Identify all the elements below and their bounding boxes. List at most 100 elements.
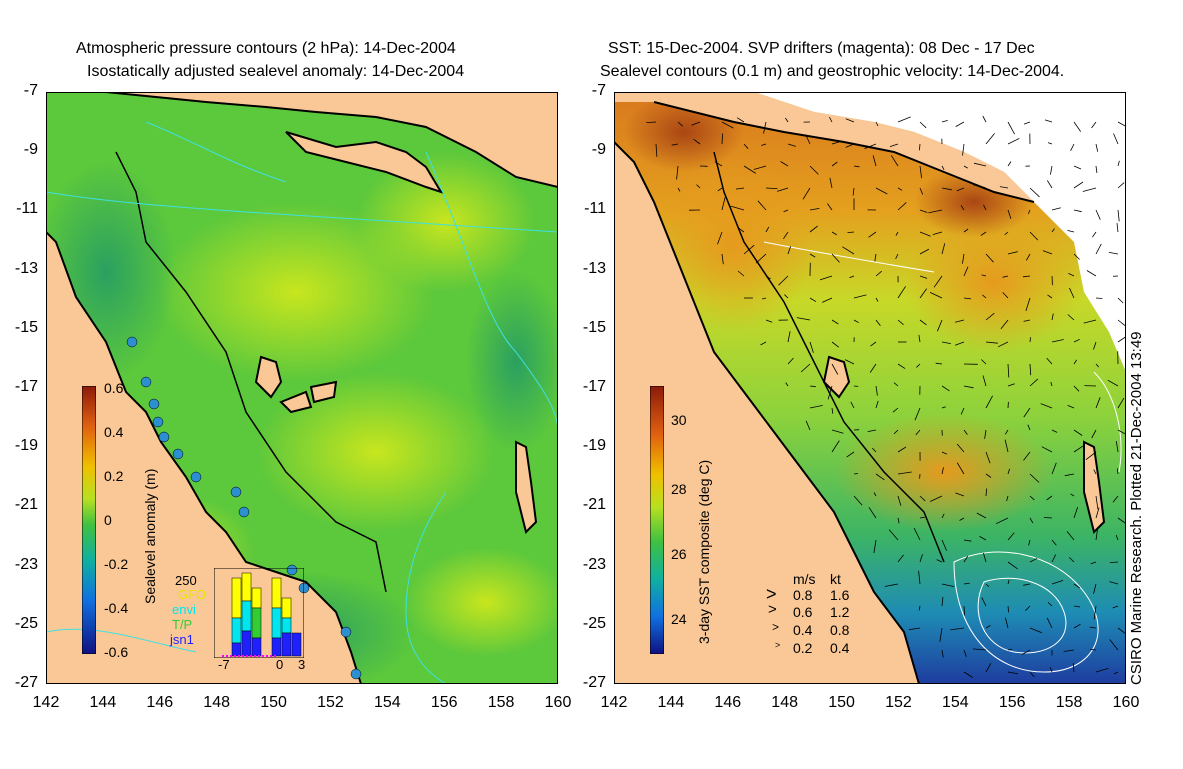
velocity-vector — [787, 246, 791, 255]
velocity-vector — [956, 462, 965, 475]
velocity-vector — [1085, 451, 1097, 461]
sealevel-tick-1: 0.4 — [104, 424, 124, 440]
velocity-vector — [954, 319, 965, 323]
velocity-vector — [1095, 363, 1100, 368]
x-tick-label: 158 — [487, 694, 515, 711]
velocity-vector — [983, 552, 987, 563]
velocity-vector — [868, 507, 877, 519]
velocity-vector — [875, 385, 878, 396]
inset-legend-gfo: GFO — [178, 587, 207, 602]
velocity-vector — [693, 138, 701, 145]
tide-gauge-marker — [350, 668, 362, 680]
velocity-vector — [1006, 495, 1009, 502]
velocity-vector — [1007, 209, 1012, 219]
velocity-vector — [1029, 671, 1035, 678]
velocity-vector — [1069, 287, 1075, 299]
x-tick-label: 156 — [430, 694, 458, 711]
velocity-vector — [928, 209, 943, 214]
australia-landmass — [614, 142, 919, 684]
velocity-vector — [677, 187, 681, 192]
velocity-vector — [1027, 424, 1031, 431]
velocity-vector — [827, 203, 833, 211]
velocity-vector — [1073, 253, 1080, 260]
velocity-vector — [1115, 534, 1119, 541]
geostrophic-velocity-vectors — [646, 115, 1126, 678]
velocity-vector — [717, 231, 723, 245]
velocity-vector — [956, 443, 965, 453]
velocity-vector — [736, 117, 745, 123]
pressure-contour — [405, 491, 447, 684]
tide-gauge-marker — [126, 336, 138, 348]
tide-gauge-marker — [340, 626, 352, 638]
island — [285, 131, 444, 194]
velocity-vector — [714, 161, 723, 167]
x-tick-label: 148 — [203, 694, 231, 711]
velocity-vector — [1025, 253, 1031, 261]
velocity-vector — [1051, 313, 1054, 321]
velocity-vector — [1117, 297, 1124, 304]
velocity-vector — [890, 155, 899, 167]
velocity-vector — [1073, 583, 1081, 589]
velocity-vector — [1092, 231, 1097, 238]
inset-bar — [291, 632, 302, 657]
y-tick-label: -19 — [582, 437, 606, 455]
velocity-vector — [1007, 251, 1018, 255]
velocity-vector — [897, 286, 906, 299]
velocity-key-ms-1: 0.6 — [793, 604, 813, 620]
sst-tick-0: 30 — [671, 412, 687, 428]
velocity-vector — [852, 187, 855, 196]
velocity-vector — [1041, 446, 1053, 453]
velocity-vector — [985, 133, 995, 145]
velocity-vector — [1117, 319, 1126, 326]
velocity-vector — [831, 319, 839, 325]
velocity-vector — [655, 143, 658, 157]
velocity-vector — [757, 200, 767, 211]
velocity-vector — [1029, 517, 1034, 524]
x-tick-label: 160 — [1112, 694, 1140, 711]
velocity-vector — [872, 447, 877, 453]
velocity-vector — [985, 583, 990, 588]
x-tick-label: 154 — [941, 694, 969, 711]
velocity-vector — [1091, 429, 1097, 439]
velocity-vector — [963, 555, 969, 563]
velocity-vector — [983, 204, 987, 211]
velocity-vector — [1117, 468, 1119, 475]
velocity-vector — [1095, 143, 1099, 152]
velocity-vector — [853, 165, 860, 168]
velocity-vector — [1029, 231, 1039, 241]
coastline — [46, 231, 362, 684]
velocity-vector — [1022, 275, 1031, 278]
velocity-vector — [691, 121, 701, 126]
sealevel-tick-4: -0.2 — [104, 556, 129, 572]
left-title-line1: Atmospheric pressure contours (2 hPa): 1… — [76, 40, 456, 57]
velocity-vector — [1046, 617, 1053, 629]
sealevel-tick-6: -0.6 — [104, 644, 129, 660]
velocity-vector — [1089, 626, 1097, 629]
x-tick-label: 146 — [714, 694, 742, 711]
velocity-vector — [973, 162, 987, 167]
y-tick-label: -21 — [14, 496, 38, 514]
velocity-vector — [787, 357, 794, 365]
velocity-vector — [1086, 270, 1097, 277]
velocity-vector — [1051, 207, 1061, 211]
velocity-vector — [1029, 495, 1035, 501]
velocity-vector — [1095, 243, 1102, 255]
velocity-vector — [1051, 462, 1057, 475]
velocity-vector — [1073, 506, 1079, 519]
velocity-vector — [1051, 228, 1055, 233]
velocity-vector — [893, 429, 899, 435]
velocity-vector — [919, 143, 921, 151]
velocity-vector — [1069, 557, 1075, 563]
australia-landmass — [46, 232, 361, 684]
velocity-vector — [845, 143, 855, 148]
velocity-vector — [1046, 357, 1053, 365]
velocity-vector — [1004, 231, 1009, 236]
velocity-vector — [963, 671, 973, 678]
coastline — [653, 101, 1035, 203]
x-tick-label: 152 — [317, 694, 344, 711]
velocity-key-arrow: > — [775, 640, 781, 650]
y-tick-label: -23 — [582, 555, 606, 573]
velocity-vector — [1073, 165, 1082, 170]
velocity-vector — [897, 363, 906, 369]
velocity-vector — [963, 385, 974, 389]
